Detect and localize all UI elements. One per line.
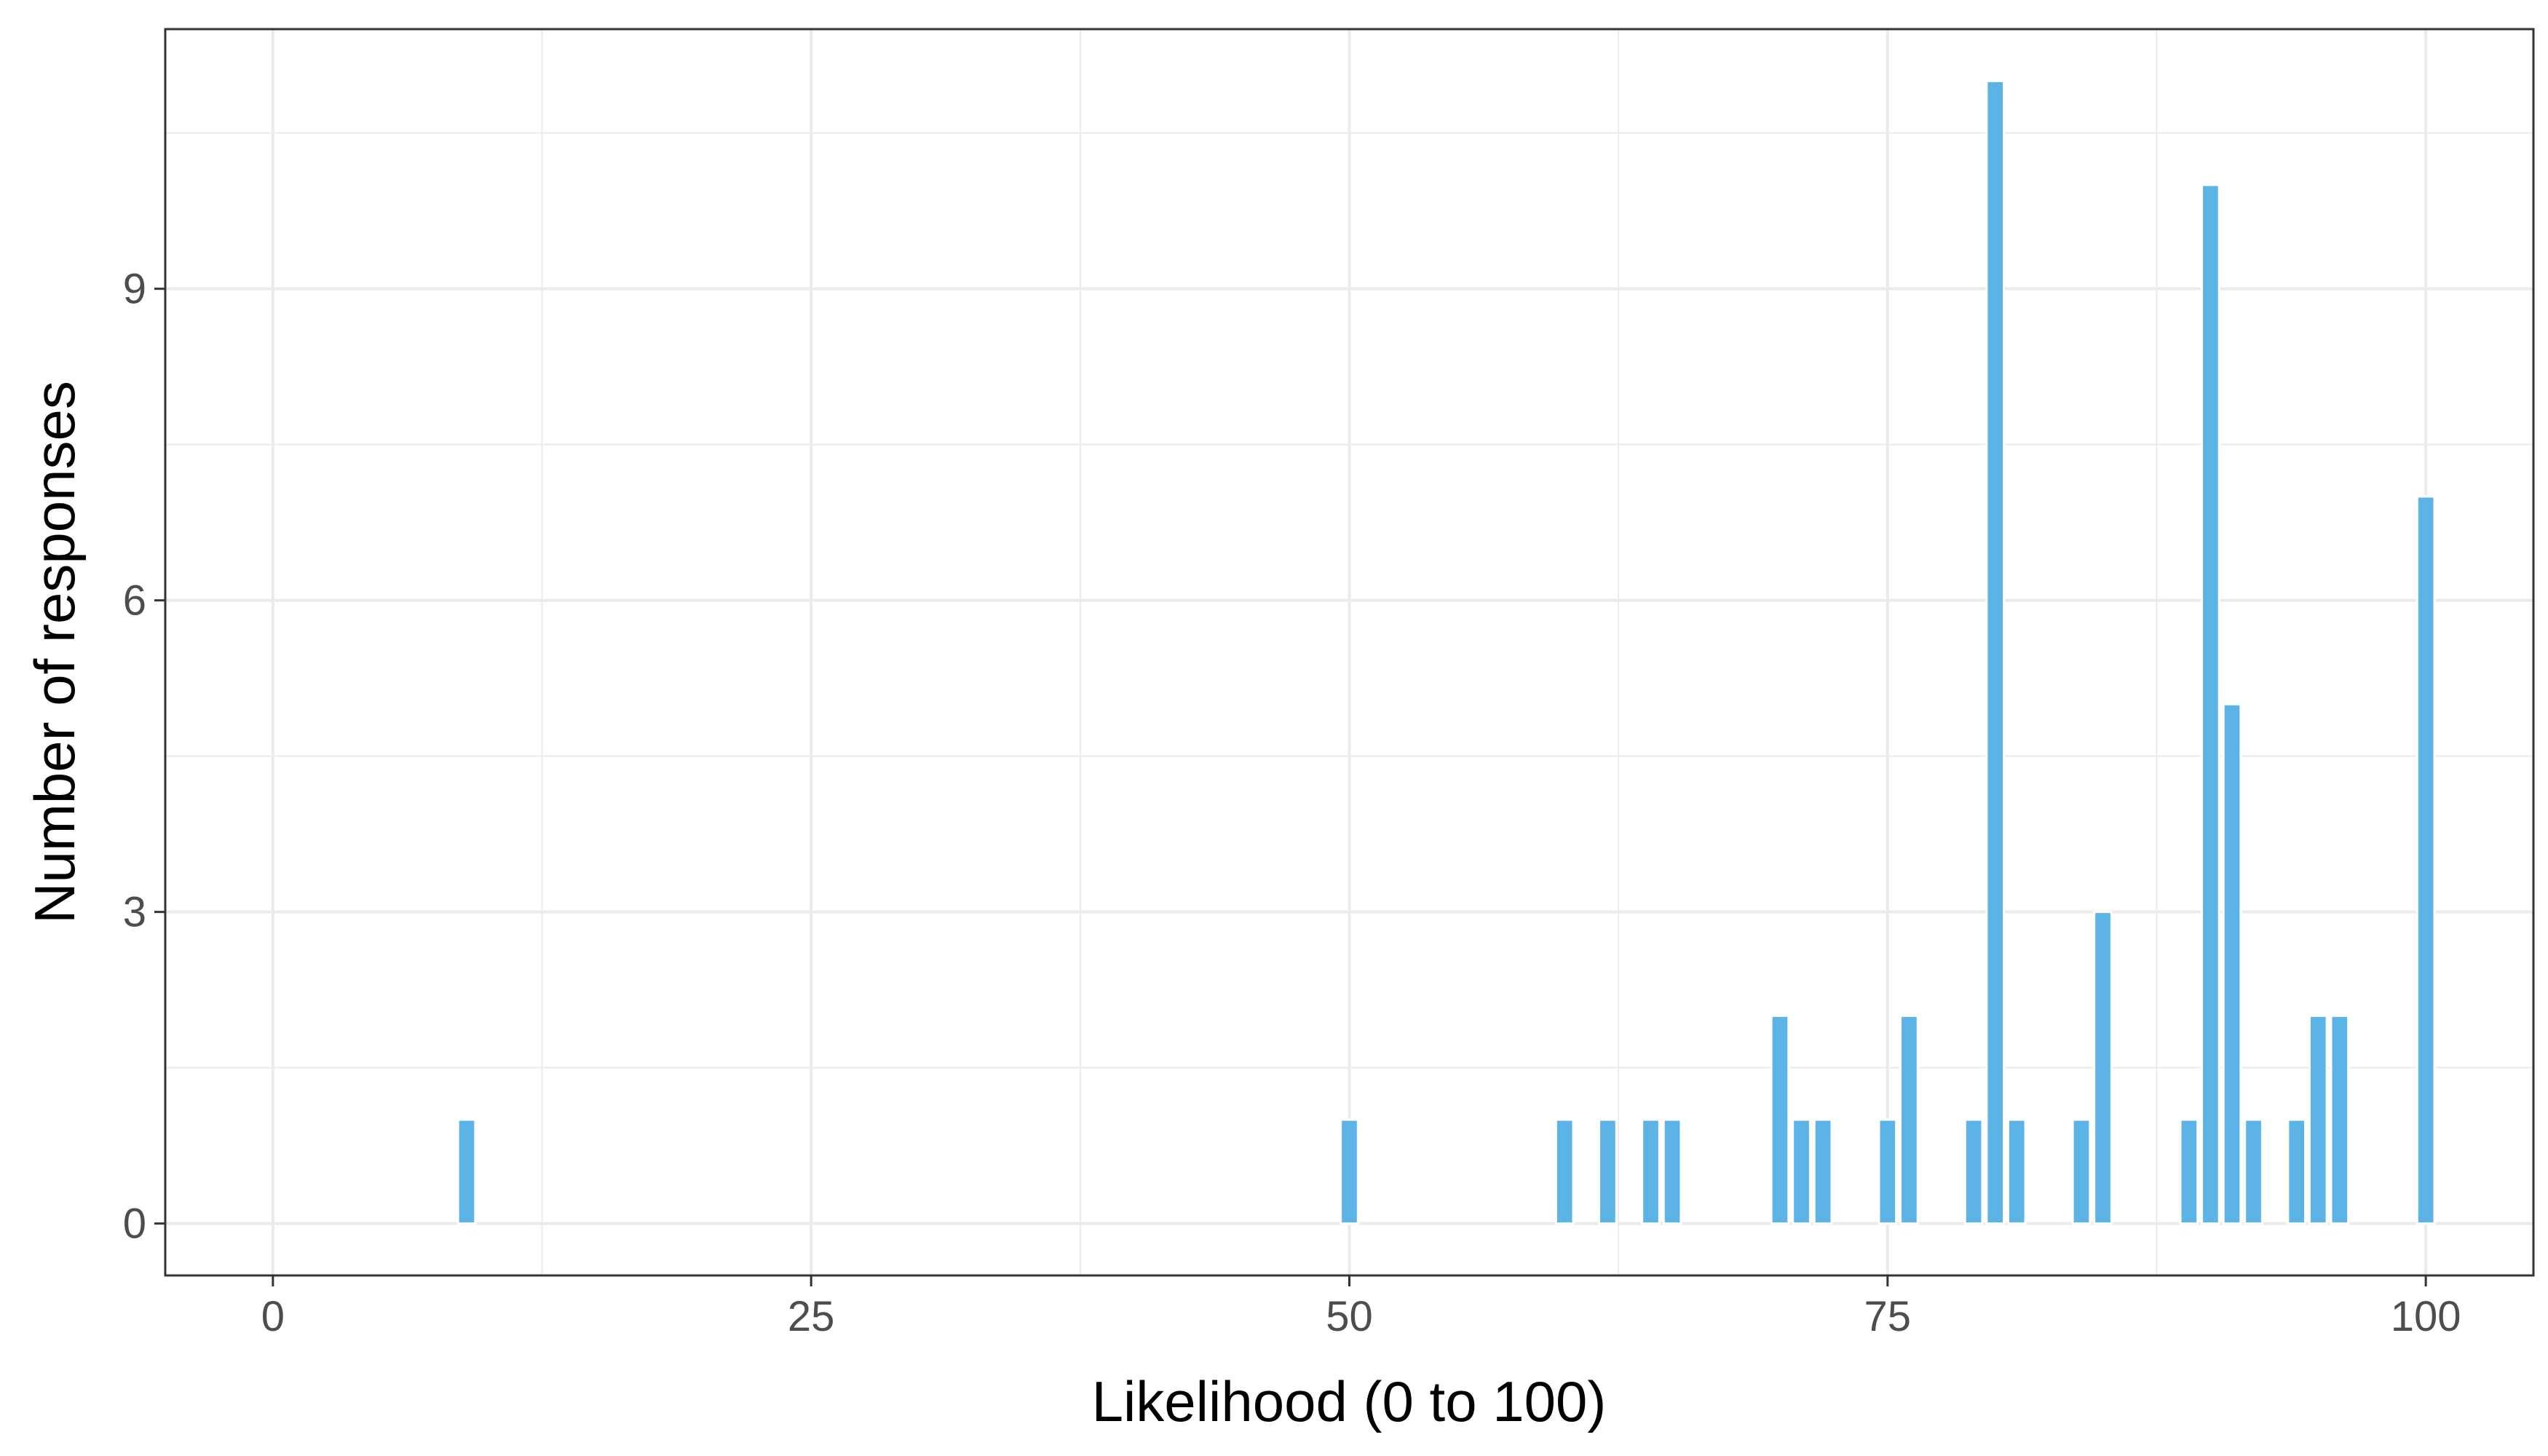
y-axis: 0 3 6 9 xyxy=(123,266,165,1248)
x-tick-label: 50 xyxy=(1326,1293,1373,1340)
bar xyxy=(2287,1118,2307,1225)
bar xyxy=(2071,1118,2092,1225)
bar xyxy=(2201,183,2220,1225)
x-tick-label: 100 xyxy=(2391,1293,2461,1340)
bar xyxy=(2308,1014,2328,1225)
bars-layer xyxy=(456,79,2436,1225)
bar xyxy=(1792,1118,1811,1225)
bar xyxy=(1899,1014,1919,1225)
plot-panel xyxy=(164,28,2535,1277)
y-tick-label: 6 xyxy=(123,577,146,625)
bar xyxy=(2222,703,2242,1225)
bar xyxy=(456,1118,477,1225)
bar xyxy=(1340,1118,1359,1225)
bar xyxy=(1598,1118,1618,1225)
bar xyxy=(1878,1118,1898,1225)
bar xyxy=(2179,1118,2199,1225)
x-tick-label: 25 xyxy=(788,1293,835,1340)
bar xyxy=(1662,1118,1682,1225)
x-tick-label: 75 xyxy=(1864,1293,1912,1340)
y-axis-title: Number of responses xyxy=(23,381,87,924)
bar xyxy=(1641,1118,1661,1225)
y-tick-label: 9 xyxy=(123,266,146,313)
x-axis: 0 25 50 75 100 xyxy=(261,1275,2461,1340)
x-axis-title: Likelihood (0 to 100) xyxy=(1092,1369,1607,1433)
bar xyxy=(1813,1118,1833,1225)
bar xyxy=(1770,1014,1790,1225)
grid-layer xyxy=(165,29,2533,1275)
bar xyxy=(2416,495,2436,1225)
y-tick-label: 0 xyxy=(123,1200,146,1248)
bar xyxy=(1985,79,2006,1225)
bar xyxy=(1554,1118,1575,1225)
bar xyxy=(1963,1118,1984,1225)
bar xyxy=(2330,1014,2350,1225)
y-tick-label: 3 xyxy=(123,889,146,936)
bar xyxy=(2006,1118,2027,1225)
bar xyxy=(2093,911,2113,1225)
x-tick-label: 0 xyxy=(261,1293,285,1340)
bar xyxy=(2244,1118,2263,1225)
